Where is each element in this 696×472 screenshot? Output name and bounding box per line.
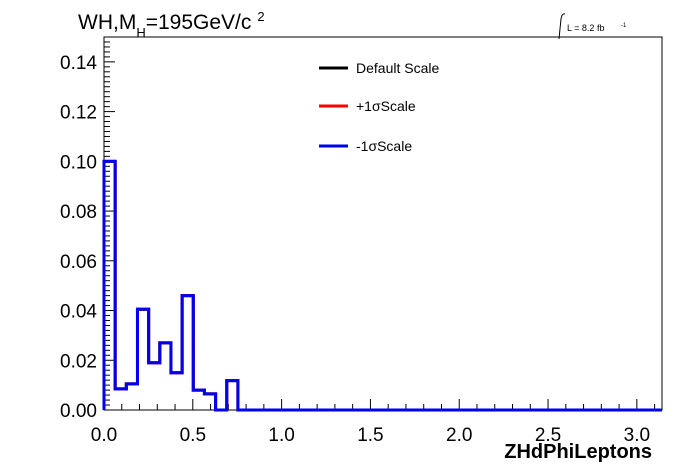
legend-label-0: Default Scale — [356, 60, 439, 76]
y-tick-label: 0.12 — [60, 103, 97, 124]
x-tick-label: 3.0 — [624, 425, 650, 446]
series-line-1 — [102, 159, 662, 412]
x-tick-label: 2.0 — [446, 425, 472, 446]
legend: Default Scale +1σScale -1σScale — [319, 60, 439, 154]
x-axis-label: ZHdPhiLeptons — [504, 441, 652, 463]
series-layer — [102, 159, 662, 412]
y-tick-label: 0.10 — [60, 152, 97, 173]
x-tick-label: 2.5 — [535, 425, 561, 446]
x-axis: 0.0 0.5 1.0 1.5 2.0 2.5 3.0 — [91, 399, 656, 446]
plot-frame — [103, 36, 663, 411]
chart-title: WH,MH=195GeV/c 2 — [78, 9, 265, 40]
x-tick-label: 1.5 — [357, 425, 383, 446]
y-tick-label: 0.08 — [60, 202, 97, 223]
x-tick-label: 1.0 — [268, 425, 294, 446]
y-tick-label: 0.02 — [60, 351, 97, 372]
integral-sign-icon — [558, 13, 566, 40]
x-tick-label: 0.5 — [180, 425, 206, 446]
legend-label-1: +1σScale — [356, 98, 416, 114]
x-tick-label: 0.0 — [91, 425, 117, 446]
y-tick-label: 0.06 — [60, 252, 97, 273]
legend-label-2: -1σScale — [356, 138, 412, 154]
y-tick-label: 0.14 — [60, 53, 97, 74]
y-axis: 0.00 0.02 0.04 0.06 0.08 0.10 0.12 0.14 — [60, 36, 115, 422]
luminosity-label: L = 8.2 fb -1 — [558, 13, 627, 40]
y-tick-label: 0.04 — [60, 302, 97, 323]
series-line-0 — [102, 159, 662, 412]
series-line-2 — [102, 159, 662, 412]
y-tick-label: 0.00 — [60, 401, 97, 422]
lumi-exponent: -1 — [621, 23, 627, 29]
lumi-text: L = 8.2 fb — [567, 23, 604, 33]
